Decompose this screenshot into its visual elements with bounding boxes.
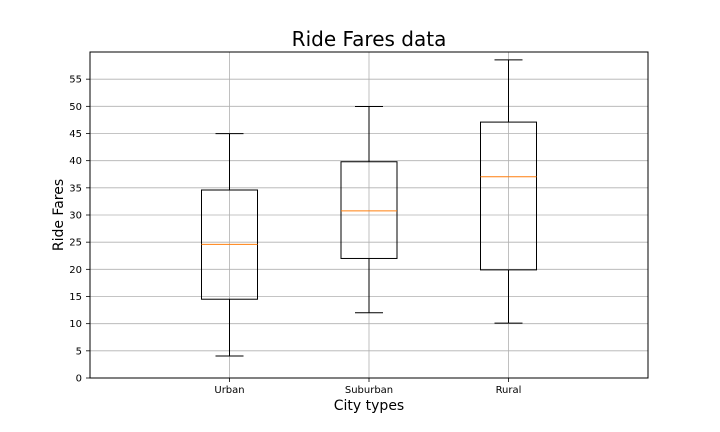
y-tick-label: 55	[69, 75, 82, 86]
y-tick-label: 20	[69, 265, 82, 276]
y-tick-label: 0	[76, 374, 82, 385]
y-tick-label: 10	[69, 319, 82, 330]
axis-ticks: 0 5 10 15 20 25 30 35 40 45 50 55 Urban Suburban Rural	[69, 75, 521, 396]
grid-lines	[90, 52, 648, 379]
boxes	[201, 59, 537, 357]
y-tick-label: 25	[69, 238, 82, 249]
y-axis-label: Ride Fares	[51, 179, 67, 251]
y-tick-label: 15	[69, 292, 82, 303]
chart-title: Ride Fares data	[292, 27, 447, 51]
box-iqr-rural	[480, 121, 537, 271]
x-axis-label: City types	[334, 398, 404, 414]
y-tick-label: 45	[69, 129, 82, 140]
y-tick-label: 5	[76, 346, 82, 357]
x-tick-label: Suburban	[345, 385, 393, 396]
y-tick-label: 35	[69, 183, 82, 194]
y-tick-label: 40	[69, 156, 82, 167]
y-tick-label: 50	[69, 102, 82, 113]
box-iqr-suburban	[340, 161, 398, 259]
x-tick-label: Rural	[496, 385, 522, 396]
x-tick-label: Urban	[214, 385, 244, 396]
y-tick-label: 30	[69, 211, 82, 222]
